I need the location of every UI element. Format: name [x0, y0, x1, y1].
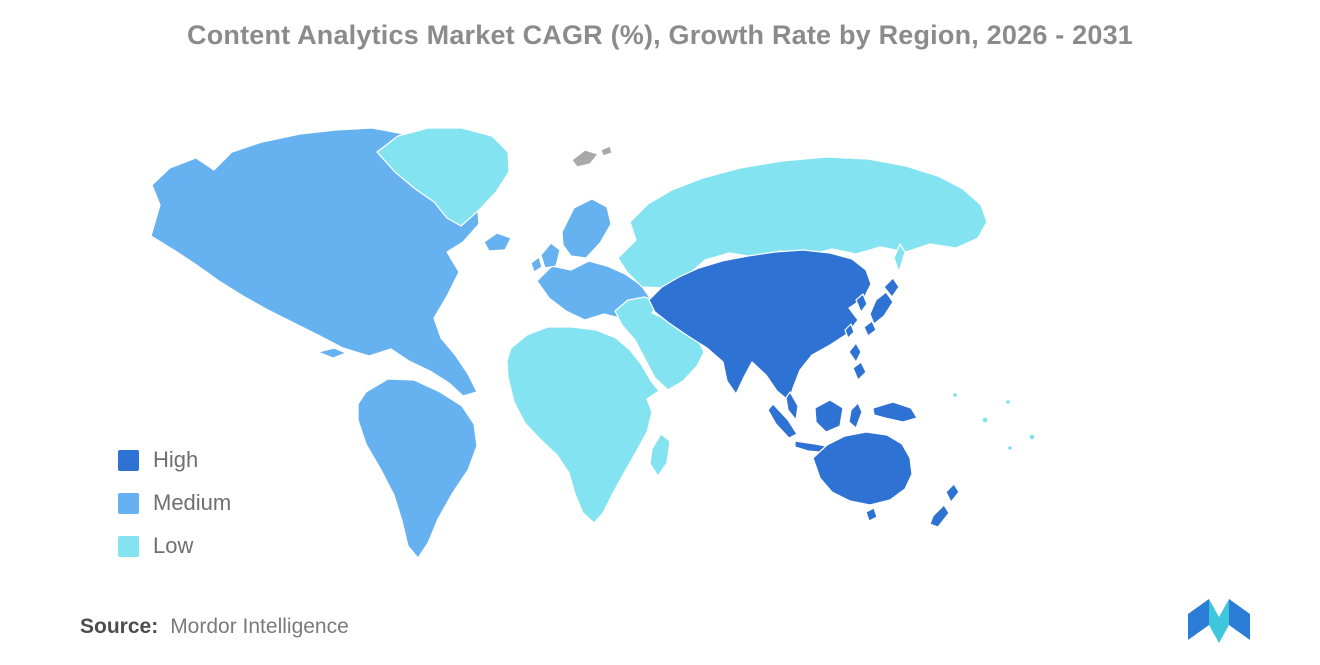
region-pacific-island — [1028, 433, 1036, 441]
region-taiwan — [844, 323, 855, 339]
region-africa — [506, 326, 660, 524]
legend-label-medium: Medium — [153, 490, 232, 515]
legend-swatch-high — [118, 449, 139, 471]
region-ireland — [530, 256, 543, 273]
source-text: Mordor Intelligence — [170, 615, 349, 638]
region-new-guinea — [872, 401, 918, 423]
legend-swatch-low — [118, 535, 139, 557]
mordor-intelligence-logo — [1186, 597, 1252, 653]
region-japan-honshu — [869, 291, 894, 325]
region-scandinavia — [561, 198, 612, 259]
region-svalbard-east — [600, 145, 613, 157]
region-iceland — [483, 232, 512, 252]
region-pacific-island — [1004, 398, 1012, 406]
region-borneo — [814, 399, 844, 433]
legend-label-high: High — [153, 447, 199, 472]
region-united-kingdom — [540, 242, 561, 269]
region-greenland — [376, 127, 510, 227]
region-pacific-island — [981, 416, 989, 424]
region-asia-high — [648, 249, 872, 402]
region-svalbard — [571, 149, 599, 168]
legend-swatch-medium — [118, 492, 139, 514]
legend-item-low: Low — [118, 533, 231, 559]
region-philippines-north — [848, 342, 862, 363]
region-malay-peninsula — [785, 391, 799, 421]
region-korea — [855, 293, 868, 313]
logo-right-stroke — [1229, 599, 1250, 640]
region-north-america — [150, 127, 480, 397]
region-sulawesi — [848, 402, 863, 429]
legend-item-high: High — [118, 447, 231, 473]
region-sakhalin — [893, 243, 906, 273]
legend: High Medium Low — [118, 447, 231, 559]
legend-item-medium: Medium — [118, 490, 231, 516]
region-pacific-island — [1006, 444, 1014, 452]
region-madagascar — [649, 433, 671, 477]
region-tasmania — [865, 507, 878, 522]
region-japan-kyushu — [863, 320, 877, 337]
source-label: Source: — [80, 615, 159, 638]
region-caribbean — [317, 347, 347, 359]
logo-middle-chevron — [1209, 599, 1229, 643]
legend-label-low: Low — [153, 533, 194, 558]
region-japan-hokkaido — [883, 277, 900, 298]
logo-left-stroke — [1188, 599, 1209, 640]
region-south-america — [357, 378, 478, 559]
region-australia — [812, 431, 913, 506]
region-new-zealand-south — [929, 504, 950, 528]
chart-title: Content Analytics Market CAGR (%), Growt… — [187, 20, 1133, 50]
source: Source: Mordor Intelligence — [80, 615, 349, 639]
region-pacific-island — [951, 391, 959, 399]
region-new-zealand-north — [945, 483, 960, 503]
region-sumatra — [767, 403, 798, 439]
region-russia-central-asia — [617, 156, 988, 289]
region-philippines-south — [852, 361, 867, 381]
